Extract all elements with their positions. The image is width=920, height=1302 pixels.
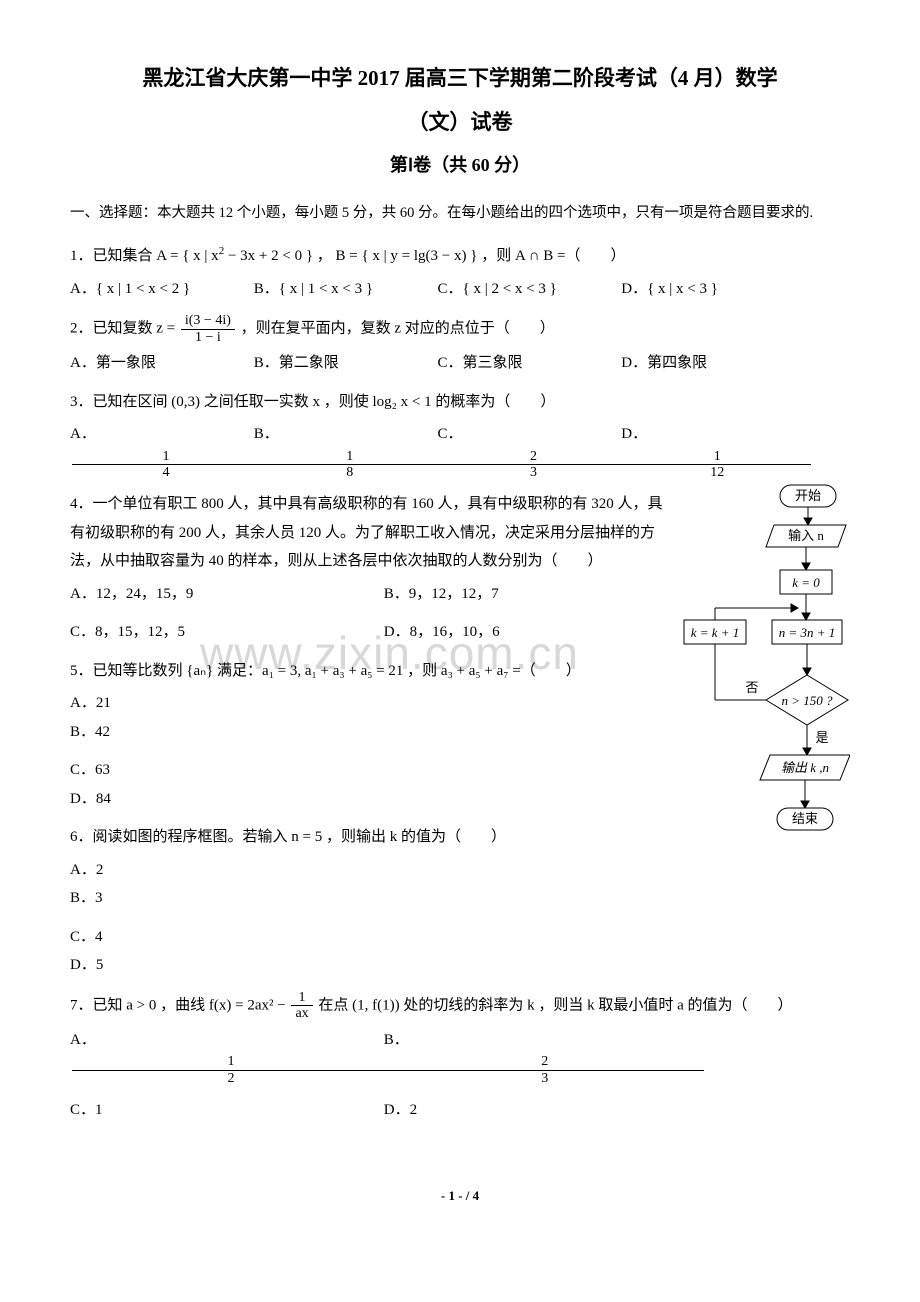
- q2-options: A．第一象限 B．第二象限 C．第三象限 D．第四象限: [70, 349, 850, 378]
- q7-opt-c: C．1: [70, 1096, 380, 1125]
- svg-text:结束: 结束: [792, 811, 818, 826]
- q5-opt-d: D．84: [70, 785, 380, 814]
- q6-opt-b: B．3: [70, 884, 380, 913]
- q2-opt-a: A．第一象限: [70, 349, 250, 378]
- q7a-den: 2: [72, 1071, 390, 1086]
- flowchart-svg: 开始 输入 n k = 0 n = 3n + 1 n > 150 ? 否 k =…: [680, 480, 850, 940]
- q7-opt-a: A．12: [70, 1026, 380, 1086]
- q4-opt-a: A．12，24，15，9: [70, 580, 380, 609]
- q1-opt-c: C．{ x | 2 < x < 3 }: [438, 275, 618, 304]
- q3a-den: 4: [72, 465, 260, 480]
- exp-2: 2: [219, 245, 225, 257]
- svg-text:n > 150 ?: n > 150 ?: [781, 693, 833, 708]
- q2-opt-d: D．第四象限: [621, 349, 801, 378]
- question-7: 7．已知 a > 0 ，曲线 f(x) = 2ax² − 1 ax 在点 (1,…: [70, 990, 850, 1022]
- q7b-num: 2: [386, 1054, 704, 1070]
- q1-opt-b: B．{ x | 1 < x < 3 }: [254, 275, 434, 304]
- q7-fraction: 1 ax: [291, 990, 312, 1022]
- svg-text:是: 是: [815, 730, 828, 745]
- part-heading: 第Ⅰ卷（共 60 分）: [70, 148, 850, 182]
- section-instructions: 一、选择题：本大题共 12 个小题，每小题 5 分，共 60 分。在每小题给出的…: [70, 200, 850, 228]
- q7-stem-b: 在点 (1, f(1)) 处的切线的斜率为 k ，则当 k 取最小值时 a 的值…: [318, 997, 792, 1013]
- q3a-num: 1: [72, 449, 260, 465]
- q1-stem-a: 1．已知集合: [70, 248, 156, 264]
- q3b-den: 8: [256, 465, 444, 480]
- q6-opt-d: D．5: [70, 951, 380, 980]
- q5-opt-c: C．63: [70, 756, 380, 785]
- flowchart: 开始 输入 n k = 0 n = 3n + 1 n > 150 ? 否 k =…: [680, 480, 850, 951]
- question-3: 3．已知在区间 (0,3) 之间任取一实数 x ，则使 log₂ x < 1 的…: [70, 388, 850, 417]
- q5-opt-b: B．42: [70, 718, 380, 747]
- q7-frac-num: 1: [291, 990, 312, 1006]
- q2-fraction: i(3 − 4i) 1 − i: [181, 313, 235, 345]
- svg-text:输入 n: 输入 n: [788, 528, 824, 543]
- q7-options-row1: A．12 B．23: [70, 1026, 850, 1086]
- q3d-den: 12: [623, 465, 811, 480]
- q7a-num: 1: [72, 1054, 390, 1070]
- q1-options: A．{ x | 1 < x < 2 } B．{ x | 1 < x < 3 } …: [70, 275, 850, 304]
- q2-opt-c: C．第三象限: [438, 349, 618, 378]
- q2-opt-b: B．第二象限: [254, 349, 434, 378]
- q3-opt-d: D．112: [621, 420, 801, 480]
- svg-text:k = 0: k = 0: [792, 575, 820, 590]
- svg-text:k = k + 1: k = k + 1: [691, 625, 740, 640]
- q4-opt-c: C．8，15，12，5: [70, 618, 380, 647]
- q3d-num: 1: [623, 449, 811, 465]
- svg-text:否: 否: [745, 680, 758, 695]
- q6-opt-c: C．4: [70, 923, 380, 952]
- q3-opt-b: B．18: [254, 420, 434, 480]
- q3b-num: 1: [256, 449, 444, 465]
- q7-stem-a: 7．已知 a > 0 ，曲线 f(x) = 2ax² −: [70, 997, 289, 1013]
- q7-frac-den: ax: [291, 1006, 312, 1021]
- title-line-1: 黑龙江省大庆第一中学 2017 届高三下学期第二阶段考试（4 月）数学: [70, 60, 850, 98]
- q4-opt-d: D．8，16，10，6: [384, 618, 644, 647]
- q3c-den: 3: [440, 465, 628, 480]
- svg-text:n = 3n + 1: n = 3n + 1: [779, 625, 836, 640]
- q3-opt-c: C．23: [438, 420, 618, 480]
- q1-opt-d: D．{ x | x < 3 }: [621, 275, 801, 304]
- page-footer: - 1 - / 4: [70, 1184, 850, 1209]
- q1-opt-a: A．{ x | 1 < x < 2 }: [70, 275, 250, 304]
- question-1: 1．已知集合 A = { x | x2 − 3x + 2 < 0 } ， B =…: [70, 241, 850, 271]
- q3c-num: 2: [440, 449, 628, 465]
- question-2: 2．已知复数 z = i(3 − 4i) 1 − i ，则在复平面内，复数 z …: [70, 313, 850, 345]
- q3-options: A．14 B．18 C．23 D．112: [70, 420, 850, 480]
- q1-stem-c: − 3x + 2 < 0 } ， B = { x | y = lg(3 − x)…: [228, 248, 626, 264]
- svg-text:开始: 开始: [795, 488, 821, 503]
- q4-opt-b: B．9，12，12，7: [384, 580, 644, 609]
- title-line-2: （文）试卷: [70, 104, 850, 142]
- q2-stem-b: ，则在复平面内，复数 z 对应的点位于（ ）: [241, 321, 555, 337]
- q7-opt-b: B．23: [384, 1026, 694, 1086]
- q5-opt-a: A．21: [70, 689, 380, 718]
- q2-frac-num: i(3 − 4i): [181, 313, 235, 329]
- svg-text:输出 k ,n: 输出 k ,n: [781, 760, 829, 775]
- q2-frac-den: 1 − i: [181, 330, 235, 345]
- q7b-den: 3: [386, 1071, 704, 1086]
- q1-stem-b: A = { x | x: [156, 248, 218, 264]
- q7-opt-d: D．2: [384, 1096, 694, 1125]
- q2-stem-a: 2．已知复数 z =: [70, 321, 179, 337]
- q3-opt-a: A．14: [70, 420, 250, 480]
- q6-opt-a: A．2: [70, 856, 380, 885]
- q7-options-row2: C．1 D．2: [70, 1096, 850, 1125]
